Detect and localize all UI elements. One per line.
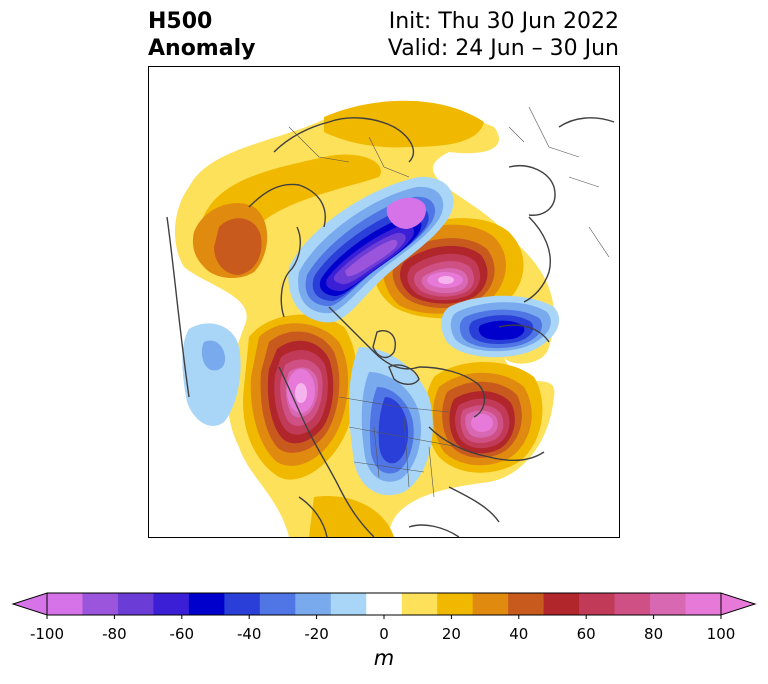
colorbar-tick-label: 40 xyxy=(509,625,529,643)
colorbar-swatch xyxy=(224,593,261,615)
colorbar-swatch xyxy=(508,593,545,615)
colorbar-swatch xyxy=(650,593,687,615)
colorbar-tick-label: 60 xyxy=(576,625,596,643)
borders xyxy=(288,106,610,498)
map-panel xyxy=(148,66,620,538)
title-right: Init: Thu 30 Jun 2022 Valid: 24 Jun – 30… xyxy=(388,8,619,62)
colorbar-swatch xyxy=(295,593,332,615)
colorbar-swatch xyxy=(153,593,190,615)
colorbar-tick-label: 0 xyxy=(379,625,389,643)
colorbar-swatch xyxy=(366,593,403,615)
title-field-type: Anomaly xyxy=(148,36,256,61)
colorbar-swatch xyxy=(437,593,474,615)
colorbar-tick-label: -40 xyxy=(236,625,262,643)
colorbar-swatch xyxy=(614,593,651,615)
colorbar-swatch xyxy=(82,593,119,615)
negative-anomaly-centers xyxy=(182,176,560,496)
colorbar-tick-label: -80 xyxy=(102,625,127,643)
colorbar xyxy=(11,592,757,619)
title-init-date: Init: Thu 30 Jun 2022 xyxy=(388,9,619,34)
colorbar-tick-label: 20 xyxy=(441,625,461,643)
anomaly-map xyxy=(166,100,615,537)
colorbar-tick-label: 100 xyxy=(706,625,736,643)
colorbar-unit-label: m xyxy=(373,646,395,670)
coastlines xyxy=(166,117,615,537)
colorbar-swatch xyxy=(579,593,616,615)
colorbar-extend-max xyxy=(720,592,757,616)
title-valid-range: Valid: 24 Jun – 30 Jun xyxy=(387,36,619,61)
colorbar-swatch xyxy=(188,593,225,615)
colorbar-swatch xyxy=(259,593,296,615)
colorbar-swatch xyxy=(472,593,509,615)
colorbar-swatch xyxy=(330,593,367,615)
colorbar-tick-label: -60 xyxy=(169,625,195,643)
colorbar-tick-label: -100 xyxy=(29,625,65,643)
colorbar-swatch xyxy=(685,593,722,615)
colorbar-tick-label: 80 xyxy=(644,625,664,643)
colorbar-tick-label: -20 xyxy=(304,625,329,643)
title-left: H500 Anomaly xyxy=(148,8,255,62)
title-field-name: H500 xyxy=(148,9,213,34)
colorbar-swatch xyxy=(543,593,580,615)
colorbar-swatch xyxy=(47,593,83,615)
colorbar-swatch xyxy=(117,593,154,615)
colorbar-extend-min xyxy=(11,592,48,616)
colorbar-swatch xyxy=(401,593,438,615)
